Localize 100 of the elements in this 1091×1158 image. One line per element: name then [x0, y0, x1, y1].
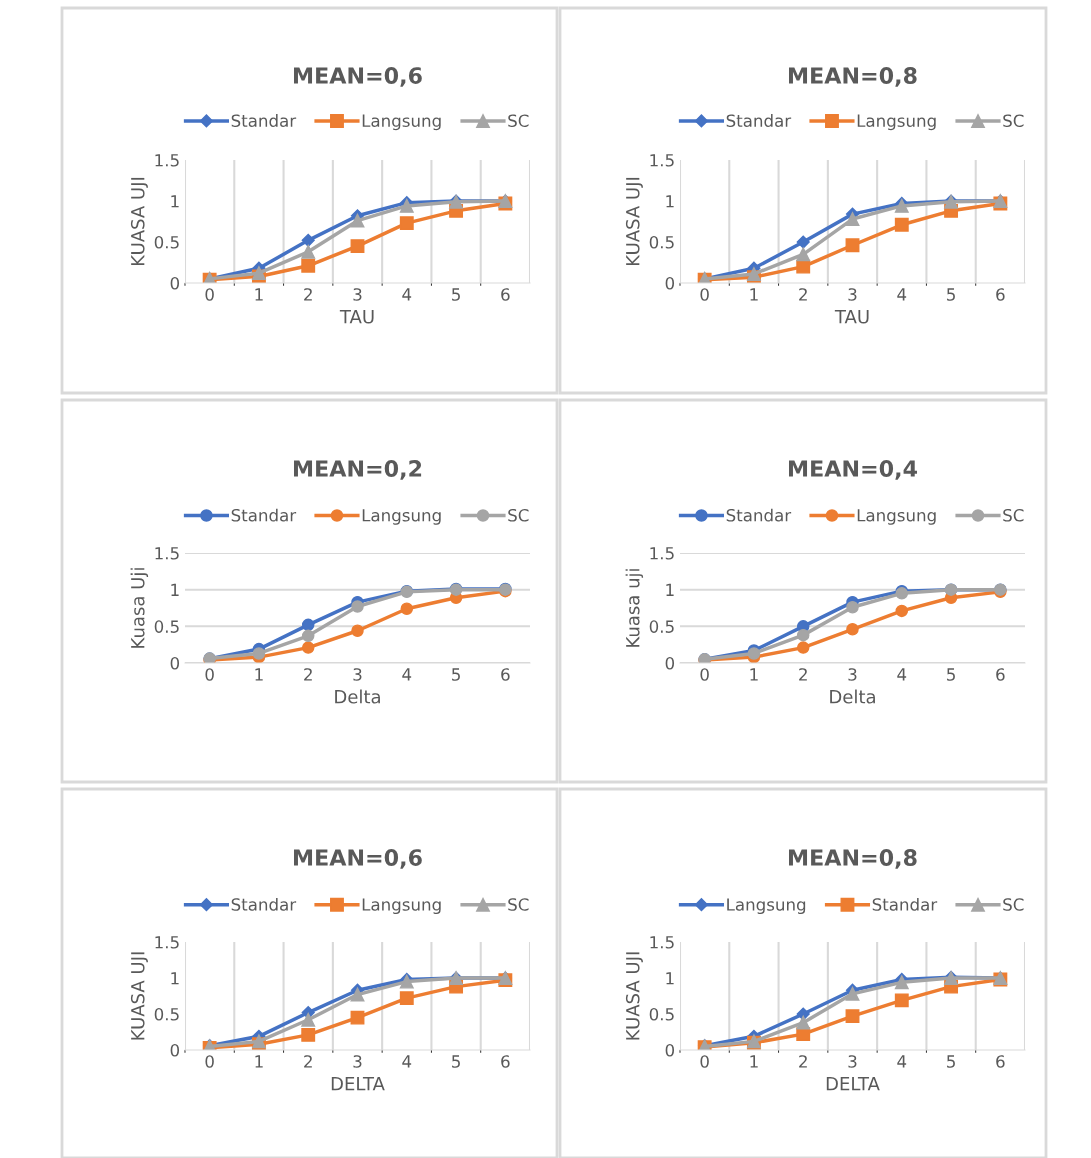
chart-title: MEAN=0,8	[789, 67, 917, 87]
x-tick-label: 4	[402, 288, 412, 301]
x-tick-label: 3	[353, 668, 362, 681]
y-tick-label: 1	[171, 195, 179, 208]
legend-label: SC	[1003, 898, 1024, 911]
x-axis-title: Delta	[335, 689, 380, 704]
legend-label: Standar	[726, 508, 792, 522]
x-tick-label: 2	[799, 288, 807, 301]
chart-title: MEAN=0,4	[789, 460, 918, 480]
y-axis-title: KUASA UJI	[625, 952, 643, 1040]
legend-label: Standar	[231, 508, 297, 522]
legend-label: SC	[1003, 114, 1024, 128]
y-tick-label: 0.5	[649, 1007, 674, 1021]
x-tick-label: 2	[304, 288, 312, 301]
x-tick-label: 6	[501, 288, 510, 301]
chart-title: MEAN=0,8	[789, 849, 917, 869]
x-tick-label: 4	[402, 668, 412, 681]
y-tick-label: 1	[666, 583, 674, 596]
x-tick-label: 6	[501, 1055, 510, 1068]
y-tick-label: 0	[170, 656, 180, 670]
x-tick-label: 2	[799, 1055, 807, 1068]
y-tick-label: 1.5	[650, 154, 674, 167]
x-tick-label: 0	[205, 288, 214, 301]
y-tick-label: 1.5	[155, 547, 179, 560]
x-tick-label: 0	[700, 288, 709, 301]
y-tick-label: 1	[666, 972, 674, 985]
x-tick-label: 5	[452, 288, 460, 301]
x-tick-label: 4	[897, 668, 907, 681]
y-axis-title: Kuasa uji	[625, 569, 644, 647]
x-tick-label: 3	[848, 288, 857, 301]
legend-label: Langsung	[857, 509, 936, 525]
y-tick-label: 0.5	[154, 620, 179, 633]
y-tick-label: 1.5	[155, 154, 179, 167]
y-tick-label: 0	[170, 1043, 180, 1057]
x-tick-label: 0	[205, 668, 214, 681]
y-tick-label: 0.5	[649, 620, 674, 633]
x-tick-label: 1	[255, 288, 263, 301]
x-tick-label: 5	[452, 1055, 460, 1068]
x-tick-label: 6	[996, 1055, 1005, 1068]
legend-label: Standar	[726, 114, 792, 128]
x-tick-label: 4	[897, 288, 907, 301]
x-tick-label: 3	[848, 668, 857, 681]
chart-title: MEAN=0,6	[294, 849, 422, 869]
x-tick-label: 3	[353, 1055, 362, 1068]
y-axis-title: Kuasa Uji	[130, 568, 149, 648]
x-tick-label: 6	[996, 288, 1005, 301]
x-tick-label: 2	[304, 1055, 312, 1068]
x-tick-label: 5	[452, 668, 460, 681]
legend-label: SC	[508, 114, 529, 128]
y-tick-label: 0	[665, 656, 675, 670]
y-tick-label: 1	[171, 972, 179, 985]
legend-label: Langsung	[362, 509, 441, 525]
y-axis-title: KUASA UJI	[130, 952, 148, 1040]
legend-label: Langsung	[857, 114, 936, 131]
y-tick-label: 0.5	[154, 235, 179, 249]
x-tick-label: 2	[304, 668, 312, 681]
x-tick-label: 5	[947, 1055, 955, 1068]
x-tick-label: 2	[799, 668, 807, 681]
x-tick-label: 3	[353, 288, 362, 301]
y-tick-label: 0.5	[649, 235, 674, 249]
legend-label: SC	[1003, 508, 1024, 522]
legend-label: Langsung	[727, 898, 806, 915]
legend-label: Standar	[231, 114, 297, 128]
x-tick-label: 0	[700, 668, 709, 681]
x-tick-label: 1	[750, 1055, 758, 1068]
legend-label: Langsung	[362, 114, 441, 131]
legend-label: Standar	[231, 897, 297, 911]
y-tick-label: 1.5	[155, 936, 179, 949]
x-tick-label: 1	[750, 668, 758, 681]
legend-label: SC	[508, 508, 529, 522]
y-tick-label: 0	[665, 276, 675, 290]
x-axis-title: TAU	[339, 310, 374, 324]
y-tick-label: 0	[665, 1043, 675, 1057]
x-tick-label: 4	[897, 1055, 907, 1068]
x-tick-label: 0	[205, 1055, 214, 1068]
x-tick-label: 6	[501, 668, 510, 681]
y-axis-title: KUASA UJI	[130, 177, 148, 266]
chart-title: MEAN=0,2	[294, 460, 422, 480]
x-axis-title: DELTA	[331, 1077, 385, 1091]
x-axis-title: DELTA	[826, 1077, 880, 1091]
x-tick-label: 5	[947, 668, 955, 681]
y-tick-label: 0.5	[154, 1007, 179, 1021]
x-tick-label: 1	[255, 1055, 263, 1068]
y-tick-label: 1.5	[650, 936, 674, 949]
x-tick-label: 0	[700, 1055, 709, 1068]
y-tick-label: 1	[666, 195, 674, 208]
x-axis-title: TAU	[834, 310, 869, 324]
y-tick-label: 0	[170, 276, 180, 290]
x-tick-label: 1	[750, 288, 758, 301]
x-tick-label: 3	[848, 1055, 857, 1068]
legend-label: Standar	[872, 897, 938, 911]
chart-title: MEAN=0,6	[294, 67, 422, 87]
legend-label: Langsung	[362, 898, 441, 915]
x-tick-label: 5	[947, 288, 955, 301]
y-axis-title: KUASA UJI	[625, 177, 643, 266]
legend-label: SC	[508, 898, 529, 911]
y-tick-label: 1.5	[650, 547, 674, 560]
x-tick-label: 1	[255, 668, 263, 681]
x-tick-label: 6	[996, 668, 1005, 681]
x-axis-title: Delta	[830, 689, 875, 704]
